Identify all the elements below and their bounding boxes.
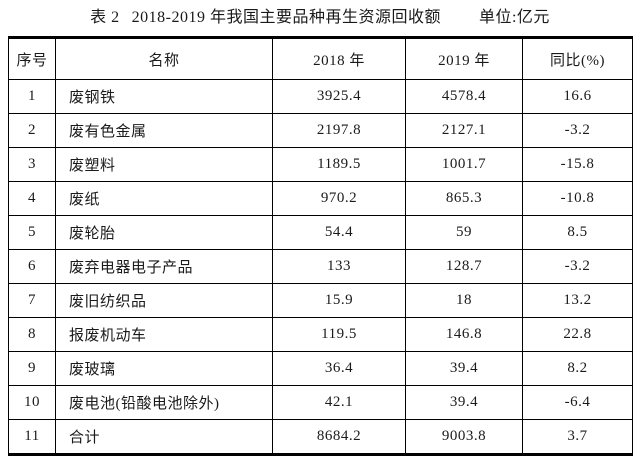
cell-2018: 2197.8 (272, 113, 406, 148)
table-caption: 表 2 2018-2019 年我国主要品种再生资源回收额 单位:亿元 (0, 7, 640, 29)
cell-2019: 128.7 (405, 249, 523, 284)
table-row: 5 废轮胎 54.4 59 8.5 (8, 215, 633, 250)
cell-2019: 865.3 (405, 181, 523, 216)
table-title: 2018-2019 年我国主要品种再生资源回收额 (131, 9, 441, 26)
cell-yoy: 13.2 (522, 283, 633, 318)
cell-name: 废轮胎 (55, 215, 273, 250)
cell-yoy: 3.7 (522, 419, 633, 455)
cell-name: 废纸 (55, 181, 273, 216)
cell-yoy: -15.8 (522, 147, 633, 182)
cell-2018: 54.4 (272, 215, 406, 250)
cell-2018: 970.2 (272, 181, 406, 216)
cell-name: 报废机动车 (55, 317, 273, 352)
header-row: 序号 名称 2018 年 2019 年 同比(%) (8, 37, 633, 80)
cell-2018: 1189.5 (272, 147, 406, 182)
table-header: 序号 名称 2018 年 2019 年 同比(%) (8, 37, 633, 80)
recycling-table: 序号 名称 2018 年 2019 年 同比(%) 1 废钢铁 3925.4 4578… (8, 36, 633, 456)
cell-2019: 4578.4 (405, 79, 523, 114)
cell-2019: 39.4 (405, 351, 523, 386)
table-row: 6 废弃电器电子产品 133 128.7 -3.2 (8, 249, 633, 284)
cell-name: 废弃电器电子产品 (55, 249, 273, 284)
table-row: 10 废电池(铅酸电池除外) 42.1 39.4 -6.4 (8, 385, 633, 420)
cell-no: 5 (8, 215, 56, 250)
cell-no: 6 (8, 249, 56, 284)
header-2019: 2019 年 (405, 37, 523, 80)
cell-no: 8 (8, 317, 56, 352)
cell-name: 废玻璃 (55, 351, 273, 386)
cell-2018: 15.9 (272, 283, 406, 318)
header-no: 序号 (8, 37, 56, 80)
header-name: 名称 (55, 37, 273, 80)
cell-no: 7 (8, 283, 56, 318)
cell-no: 10 (8, 385, 56, 420)
table-body: 1 废钢铁 3925.4 4578.4 16.6 2 废有色金属 2197.8 2127.1 -3… (8, 79, 633, 455)
cell-yoy: 8.5 (522, 215, 633, 250)
cell-yoy: -10.8 (522, 181, 633, 216)
cell-name: 废塑料 (55, 147, 273, 182)
table-row: 3 废塑料 1189.5 1001.7 -15.8 (8, 147, 633, 182)
header-yoy: 同比(%) (522, 37, 633, 80)
cell-no: 2 (8, 113, 56, 148)
cell-2019: 18 (405, 283, 523, 318)
cell-name: 废有色金属 (55, 113, 273, 148)
cell-no: 4 (8, 181, 56, 216)
cell-2019: 2127.1 (405, 113, 523, 148)
cell-2019: 146.8 (405, 317, 523, 352)
cell-yoy: -3.2 (522, 249, 633, 284)
table-row: 11 合计 8684.2 9003.8 3.7 (8, 419, 633, 455)
table-row: 2 废有色金属 2197.8 2127.1 -3.2 (8, 113, 633, 148)
cell-2019: 1001.7 (405, 147, 523, 182)
cell-no: 3 (8, 147, 56, 182)
cell-yoy: -3.2 (522, 113, 633, 148)
cell-name: 废钢铁 (55, 79, 273, 114)
cell-2018: 36.4 (272, 351, 406, 386)
cell-2018: 133 (272, 249, 406, 284)
cell-2018: 42.1 (272, 385, 406, 420)
header-2018: 2018 年 (272, 37, 406, 80)
table-label: 表 2 (90, 9, 120, 26)
table-row: 4 废纸 970.2 865.3 -10.8 (8, 181, 633, 216)
cell-yoy: 8.2 (522, 351, 633, 386)
cell-2018: 8684.2 (272, 419, 406, 455)
table-row: 9 废玻璃 36.4 39.4 8.2 (8, 351, 633, 386)
cell-yoy: 16.6 (522, 79, 633, 114)
table-unit: 单位:亿元 (478, 9, 550, 26)
cell-2018: 119.5 (272, 317, 406, 352)
cell-yoy: -6.4 (522, 385, 633, 420)
cell-2019: 59 (405, 215, 523, 250)
cell-name: 合计 (55, 419, 273, 455)
cell-no: 1 (8, 79, 56, 114)
cell-2019: 9003.8 (405, 419, 523, 455)
cell-2018: 3925.4 (272, 79, 406, 114)
table-row: 1 废钢铁 3925.4 4578.4 16.6 (8, 79, 633, 114)
cell-no: 11 (8, 419, 56, 455)
cell-name: 废电池(铅酸电池除外) (55, 385, 273, 420)
cell-yoy: 22.8 (522, 317, 633, 352)
cell-no: 9 (8, 351, 56, 386)
table-row: 8 报废机动车 119.5 146.8 22.8 (8, 317, 633, 352)
cell-name: 废旧纺织品 (55, 283, 273, 318)
cell-2019: 39.4 (405, 385, 523, 420)
table-row: 7 废旧纺织品 15.9 18 13.2 (8, 283, 633, 318)
